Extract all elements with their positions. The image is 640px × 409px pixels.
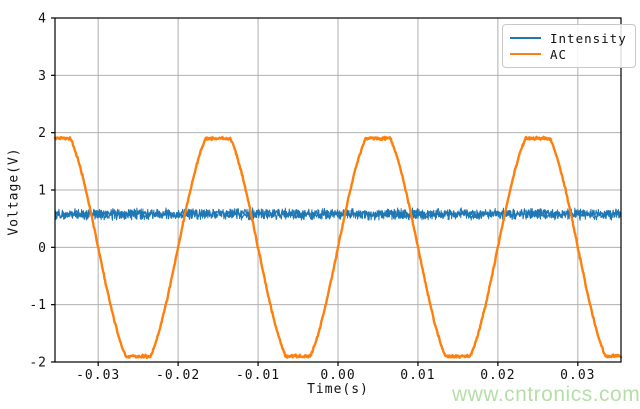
x-tick-label: 0.02	[480, 368, 515, 383]
watermark: www.cntronics.com	[452, 383, 640, 406]
y-tick-label: 1	[38, 184, 47, 199]
legend-label-intensity: Intensity	[550, 30, 627, 46]
series-intensity-trace	[54, 207, 622, 221]
y-tick-label: -2	[29, 356, 47, 371]
y-axis-label: Voltage(V)	[6, 147, 22, 236]
y-tick-label: 2	[38, 126, 47, 141]
x-tick-label: 0.01	[400, 368, 435, 383]
x-tick-label: 0.00	[320, 368, 355, 383]
x-tick-label: -0.03	[76, 368, 120, 383]
y-tick-label: 3	[38, 69, 47, 84]
legend-label-ac: AC	[550, 46, 568, 62]
legend: Intensity AC	[502, 24, 636, 68]
y-tick-label: -1	[29, 298, 47, 313]
y-tick-label: 0	[38, 241, 47, 256]
intensity-line-swatch	[510, 37, 541, 39]
ac-line-swatch	[510, 53, 541, 55]
legend-item-ac: AC	[510, 46, 627, 62]
x-tick-label: 0.03	[560, 368, 595, 383]
y-tick-label: 4	[38, 12, 47, 27]
series-ac-trace	[53, 135, 623, 359]
legend-item-intensity: Intensity	[510, 30, 627, 46]
x-tick-label: -0.01	[236, 368, 280, 383]
x-axis-label: Time(s)	[307, 382, 369, 397]
x-tick-label: -0.02	[156, 368, 200, 383]
